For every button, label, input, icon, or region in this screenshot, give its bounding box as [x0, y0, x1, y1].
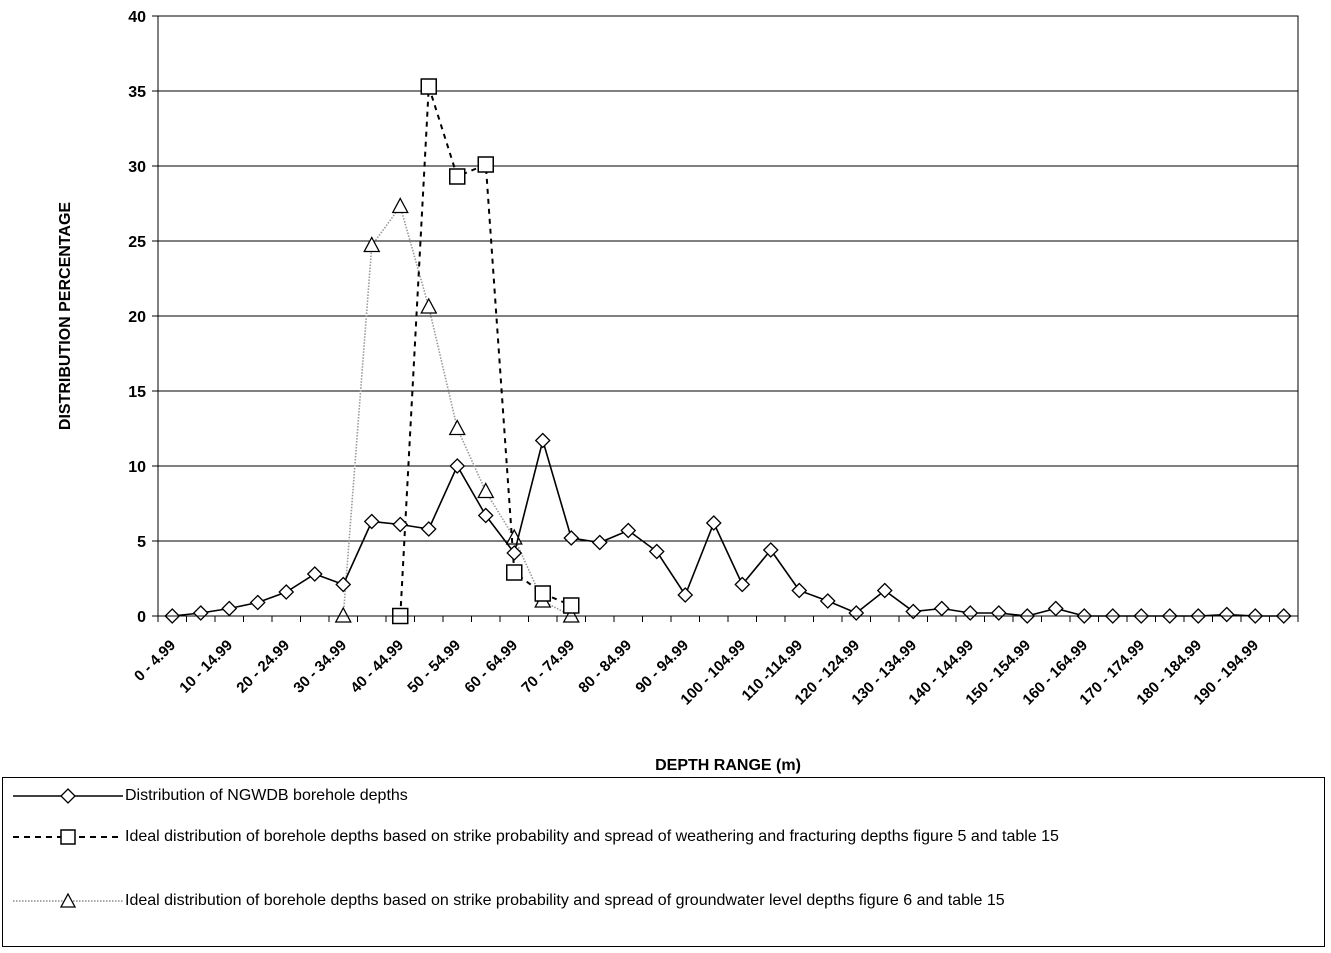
data-point-diamond	[591, 534, 608, 551]
y-tick-label: 15	[128, 384, 146, 401]
legend-label-weathering: Ideal distribution of borehole depths ba…	[125, 828, 1059, 845]
series-layer	[164, 78, 1292, 625]
y-tick-label: 25	[128, 234, 146, 251]
data-point-diamond	[306, 566, 323, 582]
data-point-square	[420, 78, 437, 95]
data-point-diamond	[734, 576, 751, 593]
data-point-triangle	[562, 606, 580, 623]
data-point-diamond	[791, 582, 808, 599]
series-2	[392, 78, 580, 625]
data-point-triangle	[448, 419, 466, 436]
x-tick-label: 10 - 14.99	[176, 637, 236, 697]
data-point-diamond	[876, 582, 893, 599]
data-point-triangle	[477, 482, 495, 499]
data-point-triangle	[334, 606, 352, 623]
data-point-diamond	[392, 516, 409, 533]
x-tick-label: 70 - 74.99	[518, 637, 578, 697]
legend-item-groundwater: Ideal distribution of borehole depths ba…	[3, 890, 1324, 912]
legend-item-ngwdb: Distribution of NGWDB borehole depths	[3, 785, 1324, 807]
data-point-diamond	[990, 605, 1007, 621]
data-point-diamond	[620, 522, 637, 539]
series-3	[334, 197, 580, 623]
data-point-diamond	[449, 458, 466, 474]
data-point-triangle	[391, 197, 409, 214]
data-point-square	[449, 168, 466, 185]
data-point-triangle	[363, 236, 381, 253]
x-tick-label: 0 - 4.99	[131, 637, 179, 685]
gridlines	[158, 90, 1298, 542]
legend-item-weathering: Ideal distribution of borehole depths ba…	[3, 826, 1324, 870]
legend: Distribution of NGWDB borehole depths Id…	[2, 777, 1325, 947]
data-point-square	[534, 585, 551, 602]
legend-label-ngwdb: Distribution of NGWDB borehole depths	[125, 787, 408, 804]
data-point-diamond	[420, 521, 437, 537]
legend-swatch-dashed-square-icon	[13, 829, 123, 845]
y-tick-label: 40	[128, 9, 146, 26]
data-point-diamond	[905, 603, 922, 620]
y-tick-label: 35	[128, 84, 146, 101]
y-axis-ticks: 0 5 10 15 20 25 30 35 40	[128, 9, 158, 626]
data-point-triangle	[420, 297, 438, 314]
y-tick-label: 10	[128, 459, 146, 476]
series-line	[172, 437, 1284, 617]
y-tick-label: 0	[137, 609, 146, 626]
data-point-square	[506, 564, 523, 581]
data-point-diamond	[363, 513, 380, 530]
data-point-diamond	[648, 543, 665, 560]
data-point-diamond	[192, 605, 209, 621]
data-point-diamond	[563, 530, 580, 546]
legend-label-groundwater: Ideal distribution of borehole depths ba…	[125, 892, 1005, 909]
data-point-diamond	[933, 600, 950, 617]
data-point-diamond	[677, 587, 694, 603]
legend-swatch-solid-diamond-icon	[13, 788, 123, 804]
x-axis-title: DEPTH RANGE (m)	[655, 757, 801, 774]
data-point-diamond	[705, 515, 722, 531]
y-tick-label: 20	[128, 309, 146, 326]
data-point-diamond	[819, 593, 836, 609]
plot-area-border	[157, 15, 1299, 617]
legend-swatch-dotted-triangle-icon	[13, 892, 123, 908]
data-point-diamond	[1218, 606, 1235, 623]
y-tick-label: 5	[137, 534, 146, 551]
data-point-diamond	[534, 432, 551, 449]
data-point-diamond	[962, 605, 979, 621]
y-tick-label: 30	[128, 159, 146, 176]
data-point-diamond	[477, 507, 494, 524]
data-point-diamond	[278, 584, 295, 600]
data-point-square	[563, 597, 580, 614]
x-tick-label: 30 - 34.99	[290, 637, 350, 697]
x-tick-label: 80 - 84.99	[575, 637, 635, 697]
data-point-square	[477, 156, 494, 173]
data-point-diamond	[506, 545, 523, 561]
series-1	[164, 432, 1292, 624]
x-tick-label: 40 - 44.99	[347, 637, 407, 697]
data-point-diamond	[335, 576, 352, 593]
data-point-diamond	[1047, 600, 1064, 617]
y-axis-title: DISTRIBUTION PERCENTAGE	[57, 202, 74, 430]
data-point-diamond	[848, 605, 865, 621]
data-point-diamond	[762, 542, 779, 558]
data-point-diamond	[249, 594, 266, 611]
x-tick-label: 60 - 64.99	[461, 637, 521, 697]
series-line	[342, 204, 572, 617]
x-tick-label: 50 - 54.99	[404, 637, 464, 697]
x-tick-label: 90 - 94.99	[632, 637, 692, 697]
x-tick-label: 20 - 24.99	[233, 637, 293, 697]
data-point-diamond	[221, 600, 238, 617]
